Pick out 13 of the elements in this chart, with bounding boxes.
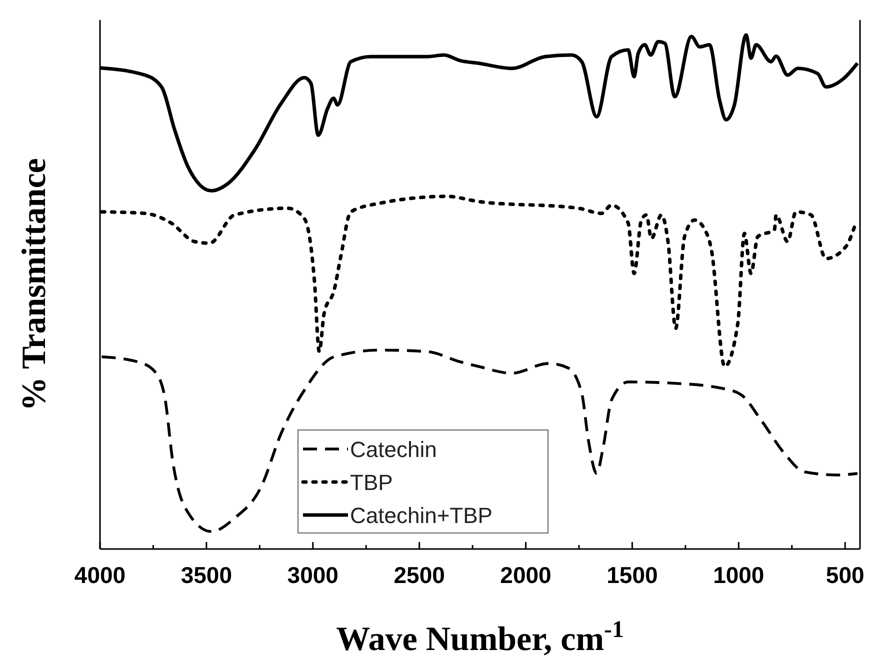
x-tick-label: 4000 (74, 562, 126, 588)
x-tick-label: 1500 (606, 562, 658, 588)
x-tick-label: 3500 (180, 562, 232, 588)
x-tick-label: 1000 (713, 562, 764, 588)
legend-label: TBP (350, 470, 393, 495)
x-tick-label: 2000 (500, 562, 552, 588)
x-tick-label: 3000 (287, 562, 338, 588)
legend-label: Catechin (350, 437, 437, 462)
y-axis-title: % Transmittance (16, 158, 53, 411)
legend-label: Catechin+TBP (350, 503, 492, 528)
x-tick-label: 2500 (394, 562, 445, 588)
x-axis-title: Wave Number, cm$^{-1}$ (336, 617, 624, 658)
x-tick-label: 500 (826, 562, 864, 588)
